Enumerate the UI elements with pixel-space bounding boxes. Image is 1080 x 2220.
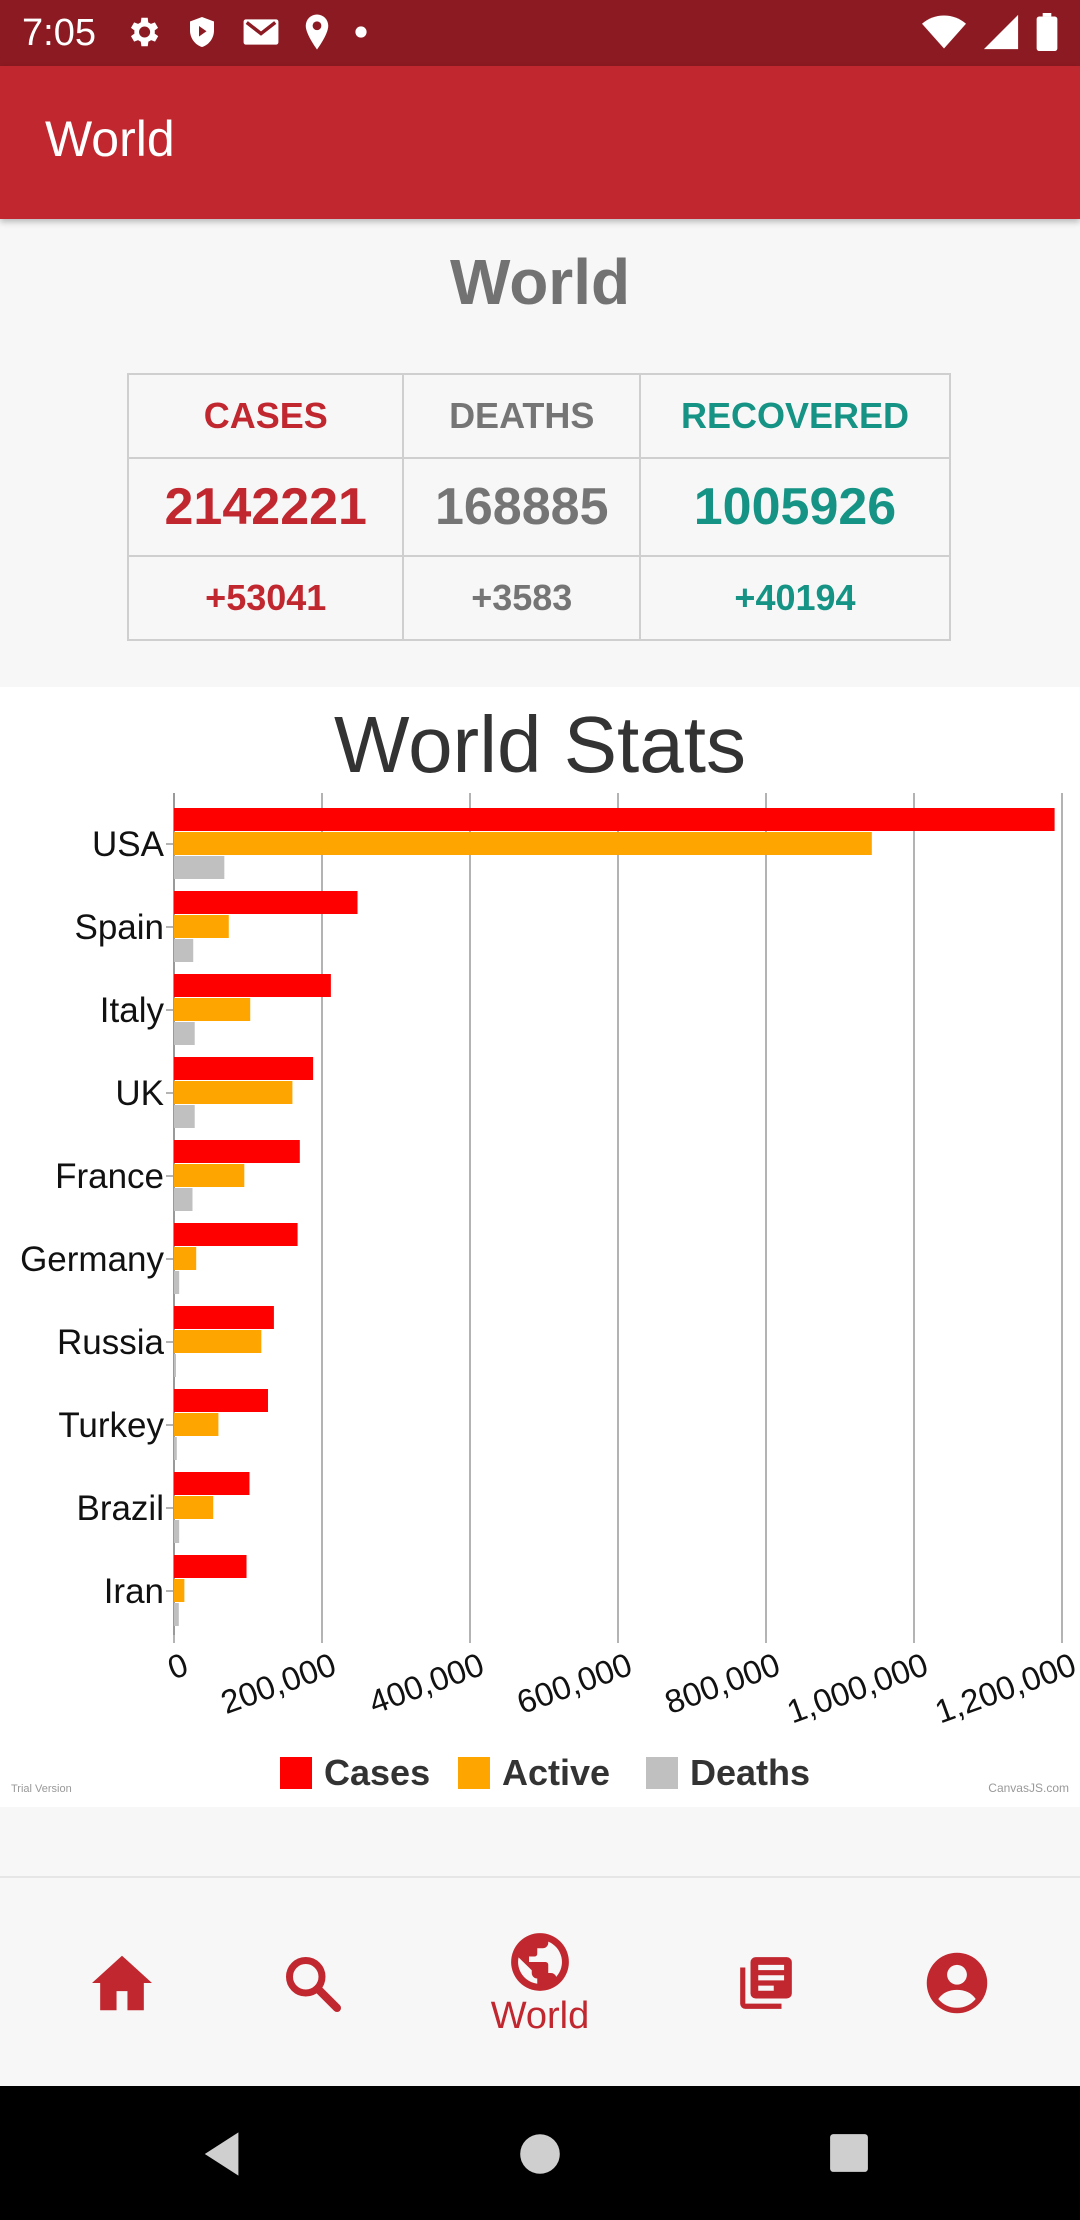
x-tick-label: 1,000,000 <box>782 1645 933 1730</box>
legend-label-cases: Cases <box>324 1752 430 1793</box>
nav-profile[interactable] <box>897 1878 1017 2088</box>
bar-deaths <box>174 939 194 962</box>
y-category-label: UK <box>115 1074 164 1113</box>
gmail-icon <box>243 19 279 45</box>
shield-play-icon <box>190 17 214 47</box>
bar-cases <box>174 1389 268 1412</box>
x-tick-label: 600,000 <box>512 1645 637 1721</box>
cases-value: 2142221 <box>126 457 405 557</box>
deaths-delta: +3583 <box>402 555 641 641</box>
y-category-label: Iran <box>104 1572 164 1611</box>
deaths-value: 168885 <box>402 457 641 557</box>
summary-table: CASES DEATHS RECOVERED 2142221 168885 10… <box>126 373 951 641</box>
back-icon[interactable] <box>200 2130 248 2178</box>
y-category-label: Brazil <box>76 1489 164 1528</box>
bar-cases <box>174 1555 247 1578</box>
home-circle-icon[interactable] <box>518 2132 562 2176</box>
x-tick-label: 400,000 <box>364 1645 489 1721</box>
nav-home[interactable] <box>62 1878 182 2088</box>
location-icon <box>305 14 329 50</box>
wifi-icon <box>922 15 966 49</box>
bar-deaths <box>174 1603 179 1626</box>
gear-icon <box>130 17 159 47</box>
bar-active <box>174 832 872 855</box>
globe-icon <box>511 1932 569 1991</box>
cases-label: CASES <box>126 373 405 459</box>
bar-cases <box>174 1223 298 1246</box>
bar-cases <box>174 808 1055 831</box>
chart-title: World Stats <box>334 700 746 789</box>
legend-label-active: Active <box>502 1752 610 1793</box>
bar-cases <box>174 891 358 914</box>
y-category-label: Spain <box>74 908 164 947</box>
bar-active <box>174 915 229 938</box>
legend-swatch-active <box>458 1757 490 1789</box>
x-tick-label: 200,000 <box>216 1645 341 1721</box>
bar-deaths <box>174 1354 176 1377</box>
nav-world-label: World <box>490 1994 590 2037</box>
y-category-label: Russia <box>57 1323 165 1362</box>
x-tick-label: 0 <box>163 1645 193 1686</box>
nav-search[interactable] <box>252 1878 372 2088</box>
cases-delta: +53041 <box>126 555 405 641</box>
x-tick-label: 800,000 <box>660 1645 785 1721</box>
signal-icon <box>983 14 1019 50</box>
canvasjs-watermark: CanvasJS.com <box>988 1781 1069 1795</box>
app-bar-title: World <box>45 111 175 167</box>
status-right-icons <box>922 13 1058 51</box>
trial-version-watermark: Trial Version <box>11 1783 72 1795</box>
bar-deaths <box>174 1271 180 1294</box>
app-bar: World <box>0 66 1080 219</box>
account-icon <box>926 1952 988 2014</box>
x-tick-label: 1,200,000 <box>930 1645 1080 1730</box>
recovered-value: 1005926 <box>639 457 951 557</box>
bar-active <box>174 1496 214 1519</box>
bar-deaths <box>174 1520 180 1543</box>
bar-deaths <box>174 1105 195 1128</box>
dot-icon <box>355 26 367 38</box>
legend-label-deaths: Deaths <box>690 1752 810 1793</box>
bar-cases <box>174 1306 274 1329</box>
status-left-icons <box>124 13 368 51</box>
bar-active <box>174 1081 293 1104</box>
system-nav-bar <box>0 2086 1080 2220</box>
news-icon <box>740 1957 792 2009</box>
y-category-label: Italy <box>100 991 165 1030</box>
status-bar: 7:05 <box>0 0 1080 66</box>
bar-active <box>174 1164 245 1187</box>
bar-deaths <box>174 1437 177 1460</box>
bar-active <box>174 1413 219 1436</box>
y-category-label: Germany <box>20 1240 164 1279</box>
search-icon <box>286 1957 341 2012</box>
recovered-delta: +40194 <box>639 555 951 641</box>
battery-icon <box>1036 13 1058 51</box>
legend-swatch-deaths <box>646 1757 678 1789</box>
y-category-label: Turkey <box>58 1406 164 1445</box>
recovered-label: RECOVERED <box>639 373 951 459</box>
nav-news[interactable] <box>706 1878 826 2088</box>
y-category-label: France <box>55 1157 164 1196</box>
bar-deaths <box>174 856 225 879</box>
y-category-label: USA <box>92 825 165 864</box>
legend-swatch-cases <box>280 1757 312 1789</box>
bar-deaths <box>174 1188 193 1211</box>
bottom-nav: World <box>0 1876 1080 2088</box>
nav-world[interactable]: World <box>440 1878 640 2088</box>
bar-active <box>174 1579 185 1602</box>
recents-icon[interactable] <box>828 2132 870 2174</box>
bar-cases <box>174 1057 314 1080</box>
page-title: World <box>449 246 631 318</box>
bar-active <box>174 1330 262 1353</box>
bar-active <box>174 998 251 1021</box>
bar-chart-svg: World Stats 0 200,000 400,000 600,000 800,000… <box>11 700 1080 1795</box>
home-icon <box>92 1955 152 2011</box>
deaths-label: DEATHS <box>402 373 641 459</box>
status-time: 7:05 <box>22 12 96 54</box>
bar-cases <box>174 1140 300 1163</box>
bar-cases <box>174 974 331 997</box>
bar-deaths <box>174 1022 195 1045</box>
bar-active <box>174 1247 197 1270</box>
world-stats-chart: World Stats 0 200,000 400,000 600,000 800,000… <box>0 687 1080 1807</box>
bar-cases <box>174 1472 250 1495</box>
